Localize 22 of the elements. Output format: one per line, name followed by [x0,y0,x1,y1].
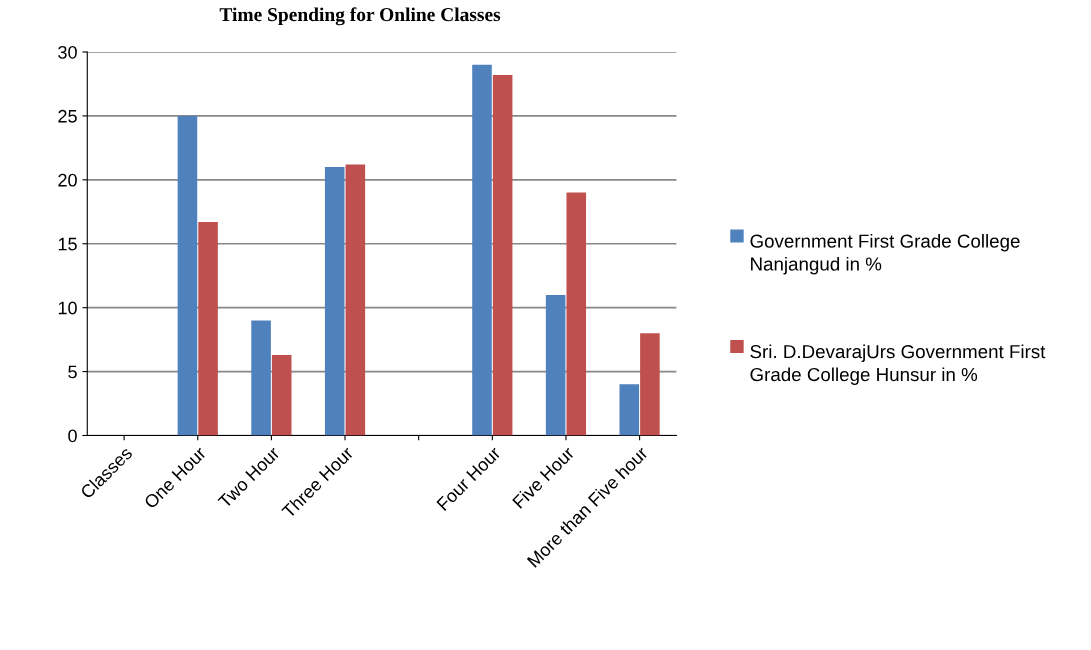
bar [251,320,271,436]
legend-label: Sri. D.DevarajUrs Government First Grade College Hunsur in % [750,344,1046,385]
y-tick-label: 5 [68,365,77,379]
bar [472,64,492,436]
bar [177,115,198,436]
legend-label: Government First Grade College Nanjangud in % [750,234,1020,275]
bar [566,192,587,436]
y-tick-label: 15 [58,237,77,251]
bar [545,294,566,436]
bar [619,384,640,436]
bar [271,354,292,436]
bar [324,167,345,436]
y-tick-label: 20 [58,173,77,187]
y-tick-label: 10 [58,301,77,315]
y-tick-label: 25 [58,109,77,123]
bar [198,222,218,436]
bar [492,75,513,436]
y-tick-label: 0 [68,429,77,443]
y-tick-label: 30 [58,45,77,59]
bar [640,333,660,436]
chart-title: Time Spending for Online Classes [219,7,501,26]
bar [345,164,366,436]
